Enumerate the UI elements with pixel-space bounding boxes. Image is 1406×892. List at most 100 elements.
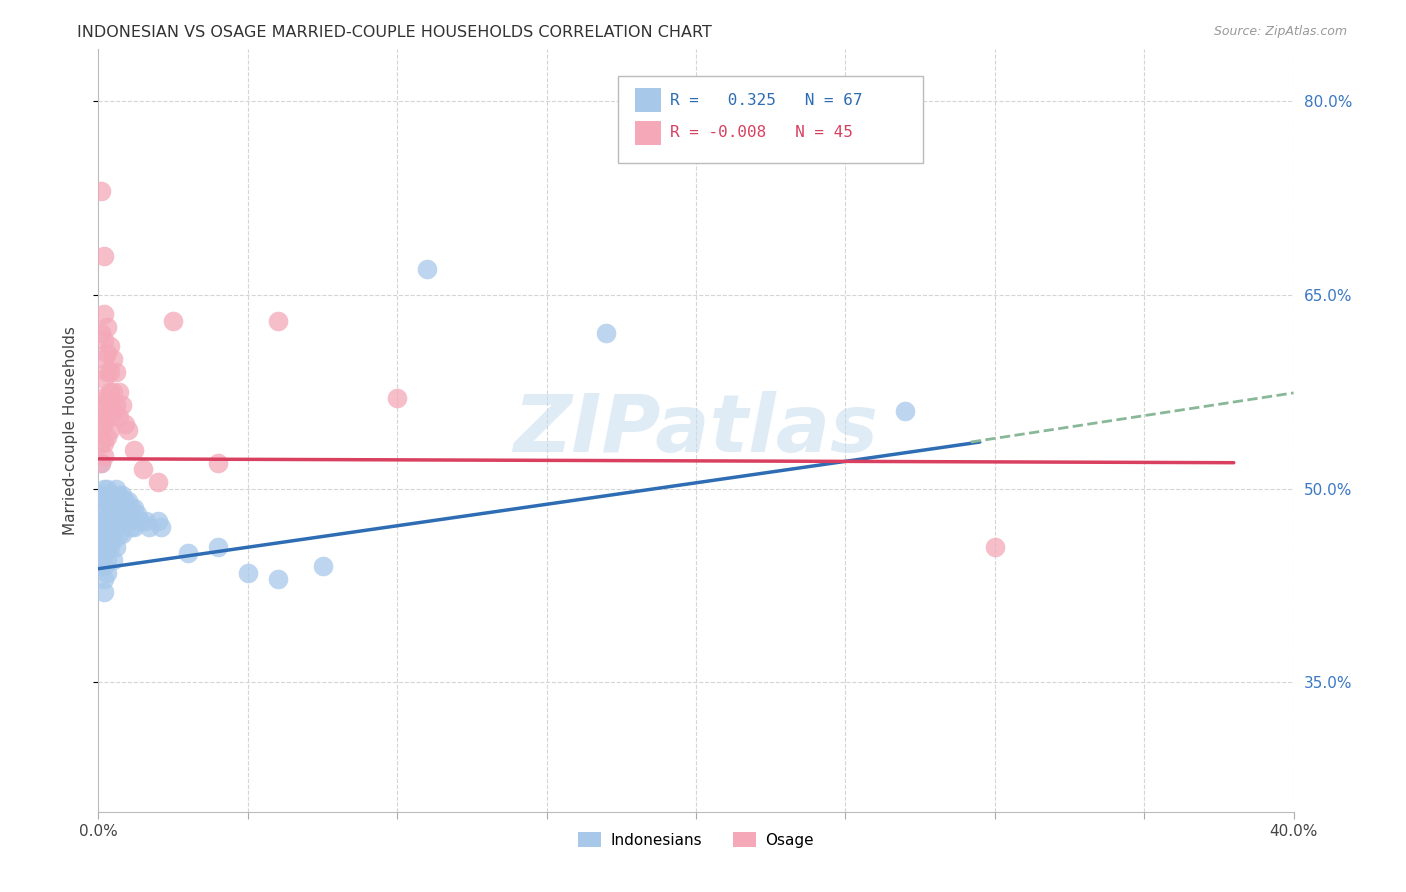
Point: [93, 494, 115, 508]
Point: [93, 352, 115, 367]
Point: [984, 540, 1007, 554]
Text: INDONESIAN VS OSAGE MARRIED-COUPLE HOUSEHOLDS CORRELATION CHART: INDONESIAN VS OSAGE MARRIED-COUPLE HOUSE…: [77, 25, 713, 40]
Point: [93, 546, 115, 560]
Point: [90, 508, 112, 522]
Point: [103, 404, 125, 418]
Point: [90, 456, 112, 470]
Point: [93, 436, 115, 450]
Point: [93, 307, 115, 321]
Point: [108, 410, 131, 425]
Point: [108, 488, 131, 502]
Point: [90, 526, 112, 541]
Point: [96, 566, 118, 580]
Point: [117, 494, 139, 508]
Point: [90, 424, 112, 438]
Point: [124, 500, 146, 515]
Point: [105, 500, 128, 515]
Point: [111, 398, 134, 412]
Point: [267, 313, 290, 327]
FancyBboxPatch shape: [636, 88, 661, 112]
Point: [90, 436, 112, 450]
Point: [120, 520, 142, 534]
Point: [96, 514, 118, 528]
Point: [90, 514, 112, 528]
Point: [93, 533, 115, 548]
Point: [105, 398, 128, 412]
Point: [98, 404, 122, 418]
Point: [595, 326, 617, 341]
Text: Source: ZipAtlas.com: Source: ZipAtlas.com: [1213, 25, 1347, 38]
Point: [93, 585, 115, 599]
Point: [93, 372, 115, 386]
Point: [96, 494, 118, 508]
Point: [98, 508, 122, 522]
Point: [90, 410, 112, 425]
Point: [114, 514, 136, 528]
Point: [111, 508, 134, 522]
Point: [90, 326, 112, 341]
Point: [90, 546, 112, 560]
Point: [96, 320, 118, 334]
Point: [108, 508, 131, 522]
Point: [124, 520, 146, 534]
Point: [111, 526, 134, 541]
Point: [103, 552, 125, 566]
Point: [162, 313, 184, 327]
Point: [96, 540, 118, 554]
Point: [114, 494, 136, 508]
Point: [93, 514, 115, 528]
Text: R =   0.325   N = 67: R = 0.325 N = 67: [669, 93, 862, 108]
Point: [207, 540, 229, 554]
Point: [108, 384, 131, 399]
Point: [105, 482, 128, 496]
Text: R = -0.008   N = 45: R = -0.008 N = 45: [669, 125, 852, 140]
Point: [93, 449, 115, 463]
Point: [90, 184, 112, 198]
Point: [207, 456, 229, 470]
FancyBboxPatch shape: [636, 120, 661, 145]
Point: [129, 514, 152, 528]
Point: [98, 540, 122, 554]
Point: [103, 352, 125, 367]
Point: [96, 365, 118, 379]
Point: [103, 514, 125, 528]
Point: [96, 552, 118, 566]
Point: [103, 384, 125, 399]
Point: [93, 398, 115, 412]
Point: [150, 520, 173, 534]
Point: [90, 540, 112, 554]
Point: [105, 520, 128, 534]
Point: [267, 572, 290, 586]
Point: [138, 520, 160, 534]
Point: [90, 500, 112, 515]
Point: [90, 456, 112, 470]
Point: [416, 261, 439, 276]
Point: [98, 488, 122, 502]
Point: [117, 514, 139, 528]
Point: [894, 404, 917, 418]
Point: [98, 526, 122, 541]
Point: [90, 391, 112, 405]
Point: [111, 488, 134, 502]
Point: [177, 546, 200, 560]
Point: [132, 462, 155, 476]
Point: [385, 391, 409, 405]
Point: [124, 442, 146, 457]
Point: [90, 533, 112, 548]
FancyBboxPatch shape: [619, 76, 922, 163]
Point: [120, 500, 142, 515]
Point: [90, 559, 112, 574]
Point: [105, 365, 128, 379]
Point: [93, 482, 115, 496]
Y-axis label: Married-couple Households: Married-couple Households: [63, 326, 77, 535]
Point: [311, 559, 333, 574]
Point: [93, 572, 115, 586]
Point: [93, 417, 115, 431]
Text: ZIPatlas: ZIPatlas: [513, 392, 879, 469]
Point: [90, 552, 112, 566]
Point: [105, 540, 128, 554]
Point: [98, 424, 122, 438]
Point: [93, 333, 115, 347]
Point: [96, 526, 118, 541]
Point: [135, 514, 157, 528]
